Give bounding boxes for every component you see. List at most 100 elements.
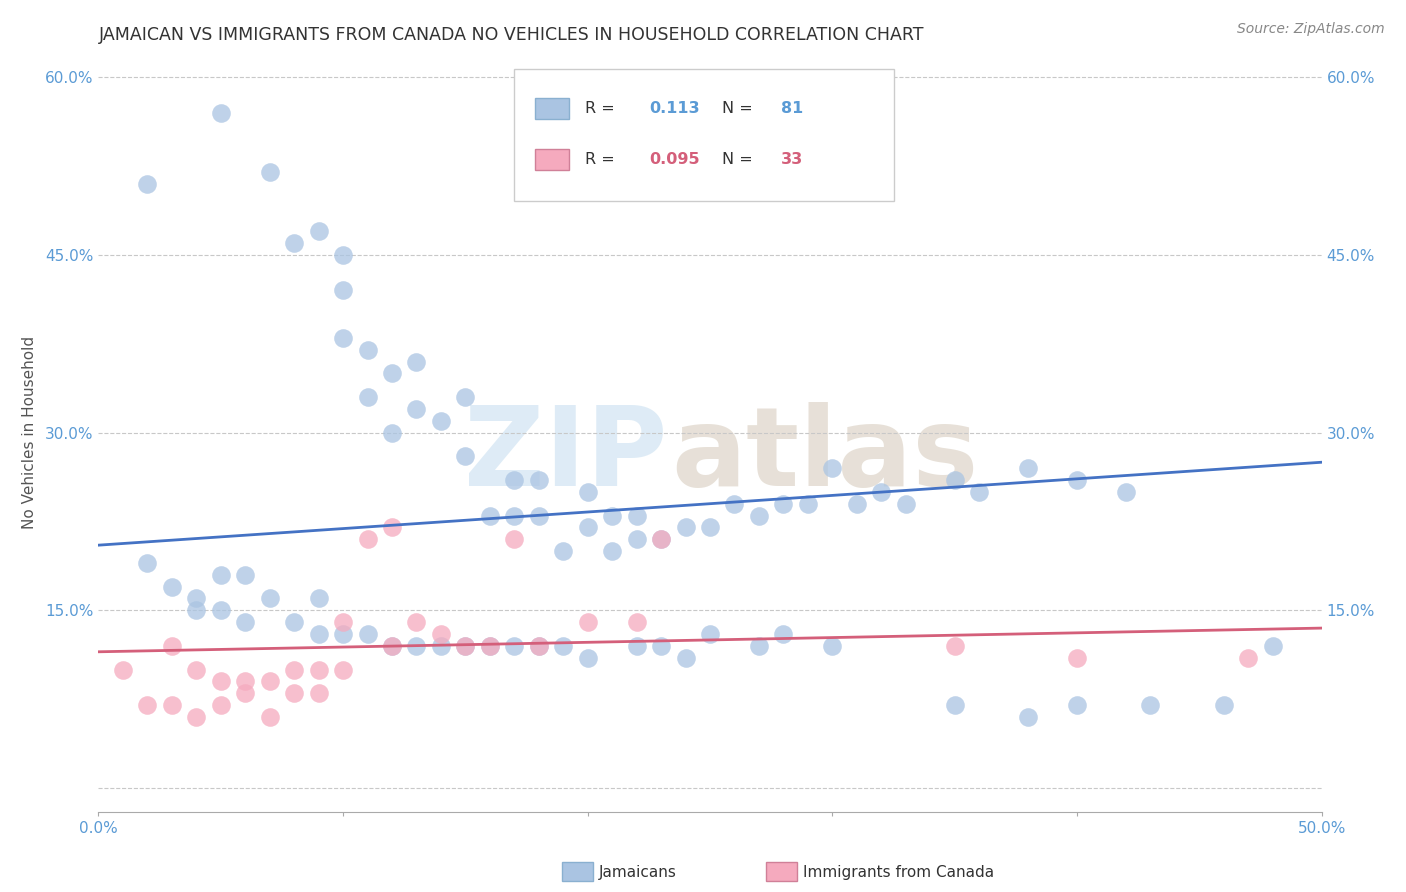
Point xyxy=(136,177,159,191)
Text: ZIP: ZIP xyxy=(464,402,668,508)
Point xyxy=(454,639,477,653)
Point xyxy=(576,615,599,630)
Point xyxy=(405,401,427,416)
Point xyxy=(576,520,599,534)
Point xyxy=(943,639,966,653)
Point xyxy=(1066,650,1088,665)
Point xyxy=(259,674,281,689)
Point xyxy=(283,686,305,700)
Point xyxy=(332,615,354,630)
Y-axis label: No Vehicles in Household: No Vehicles in Household xyxy=(21,336,37,529)
Point xyxy=(821,461,844,475)
Point xyxy=(308,663,330,677)
Point xyxy=(772,627,794,641)
Text: JAMAICAN VS IMMIGRANTS FROM CANADA NO VEHICLES IN HOUSEHOLD CORRELATION CHART: JAMAICAN VS IMMIGRANTS FROM CANADA NO VE… xyxy=(98,26,924,44)
FancyBboxPatch shape xyxy=(536,98,569,120)
Point xyxy=(478,508,501,523)
Point xyxy=(626,639,648,653)
FancyBboxPatch shape xyxy=(536,149,569,170)
Point xyxy=(1237,650,1260,665)
Point xyxy=(699,520,721,534)
Point xyxy=(356,627,378,641)
Text: R =: R = xyxy=(585,102,620,116)
Point xyxy=(797,497,820,511)
Point xyxy=(1066,473,1088,487)
Point xyxy=(332,627,354,641)
Point xyxy=(527,508,550,523)
Point xyxy=(650,533,672,547)
Point xyxy=(259,591,281,606)
Point xyxy=(748,508,770,523)
Point xyxy=(870,484,893,499)
Point xyxy=(308,591,330,606)
Point xyxy=(430,627,453,641)
Point xyxy=(527,473,550,487)
Point xyxy=(723,497,745,511)
Text: Jamaicans: Jamaicans xyxy=(599,865,676,880)
Point xyxy=(1017,461,1039,475)
Point xyxy=(381,367,404,381)
Text: 0.095: 0.095 xyxy=(648,153,700,167)
Point xyxy=(356,343,378,357)
Point xyxy=(553,639,575,653)
Point xyxy=(233,567,256,582)
Point xyxy=(1261,639,1284,653)
Text: 81: 81 xyxy=(780,102,803,116)
Point xyxy=(821,639,844,653)
Point xyxy=(626,533,648,547)
Point xyxy=(233,686,256,700)
Point xyxy=(553,544,575,558)
Point xyxy=(478,639,501,653)
FancyBboxPatch shape xyxy=(515,69,893,202)
Point xyxy=(430,414,453,428)
Point xyxy=(381,520,404,534)
Point xyxy=(430,639,453,653)
Point xyxy=(454,390,477,404)
Point xyxy=(1139,698,1161,712)
Point xyxy=(308,627,330,641)
Point xyxy=(332,248,354,262)
Point xyxy=(186,603,208,617)
Text: 0.113: 0.113 xyxy=(648,102,700,116)
Text: Immigrants from Canada: Immigrants from Canada xyxy=(803,865,994,880)
Point xyxy=(699,627,721,641)
Point xyxy=(650,639,672,653)
Point xyxy=(503,508,526,523)
Point xyxy=(626,615,648,630)
Point xyxy=(356,390,378,404)
Point xyxy=(209,698,232,712)
Point xyxy=(233,615,256,630)
Point xyxy=(209,105,232,120)
Point xyxy=(478,639,501,653)
Point xyxy=(160,639,183,653)
Point xyxy=(332,663,354,677)
Point xyxy=(454,639,477,653)
Point xyxy=(967,484,990,499)
Point xyxy=(381,639,404,653)
Point xyxy=(405,639,427,653)
Point xyxy=(308,686,330,700)
Point xyxy=(894,497,917,511)
Point xyxy=(943,473,966,487)
Point xyxy=(1212,698,1234,712)
Point xyxy=(186,591,208,606)
Point xyxy=(576,484,599,499)
Point xyxy=(259,165,281,179)
Text: Source: ZipAtlas.com: Source: ZipAtlas.com xyxy=(1237,22,1385,37)
Point xyxy=(381,425,404,440)
Point xyxy=(136,698,159,712)
Point xyxy=(209,567,232,582)
Point xyxy=(527,639,550,653)
Point xyxy=(675,520,697,534)
Point xyxy=(1066,698,1088,712)
Point xyxy=(186,663,208,677)
Point xyxy=(600,544,623,558)
Point xyxy=(650,533,672,547)
Point xyxy=(1115,484,1137,499)
Point xyxy=(209,674,232,689)
Point xyxy=(111,663,134,677)
Point xyxy=(527,639,550,653)
Text: N =: N = xyxy=(723,102,754,116)
Point xyxy=(283,235,305,250)
Point xyxy=(454,450,477,464)
